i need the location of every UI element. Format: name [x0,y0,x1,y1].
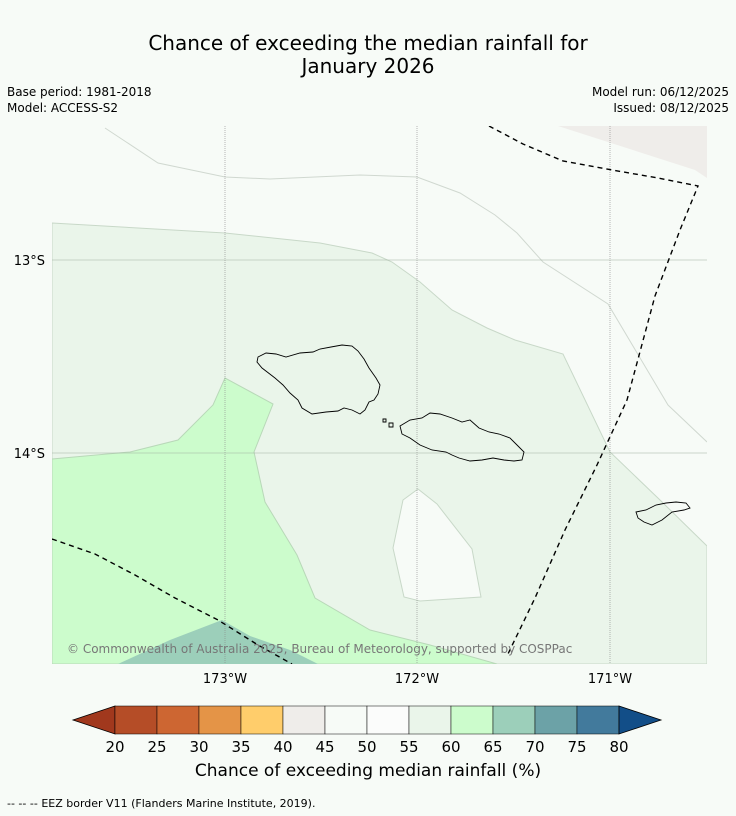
graticule [52,126,707,664]
island-upolu [399,412,525,462]
colorbar-tick: 25 [147,738,166,756]
colorbar-segment [492,705,536,735]
colorbar-tick: 55 [399,738,418,756]
colorbar-tick: 40 [273,738,292,756]
axis-labels: 13°S 14°S 173°W 172°W 171°W [14,254,633,687]
colorbar-arrow-high [618,705,663,735]
colorbar-label: Chance of exceeding median rainfall (%) [194,761,542,781]
colorbar-segment [408,705,452,735]
lon-label: 171°W [588,672,632,687]
eez-legend-marker: -- -- -- [7,797,38,810]
copyright-notice: © Commonwealth of Australia 2025, Bureau… [67,642,572,656]
lon-label: 173°W [203,672,247,687]
colorbar-tick: 30 [189,738,208,756]
model-run: Model run: 06/12/2025 [591,85,729,99]
island-apolima [388,422,394,428]
eez-legend-text: EEZ border V11 (Flanders Marine Institut… [41,797,316,810]
region-40-45 [558,126,707,178]
issued-date: Issued: 08/12/2025 [613,101,729,115]
colorbar-segment [114,705,158,735]
colorbar-tick: 65 [483,738,502,756]
colorbar: 20 25 30 35 40 45 50 55 60 65 70 75 80 [71,705,663,756]
colorbar-tick: 75 [567,738,586,756]
region-65-70 [118,620,318,664]
base-period: Base period: 1981-2018 [7,85,152,99]
model-name: Model: ACCESS-S2 [7,101,119,115]
islands [256,344,691,526]
colorbar-segment [324,705,368,735]
colorbar-tick: 45 [315,738,334,756]
map-title-line2: January 2026 [301,54,435,78]
island-manono [382,418,387,423]
colorbar-segment [534,705,578,735]
colorbar-tick: 35 [231,738,250,756]
colorbar-segment [450,705,494,735]
lat-label: 14°S [14,447,45,462]
colorbar-tick: 80 [609,738,628,756]
colorbar-tick: 70 [525,738,544,756]
colorbar-segment [366,705,410,735]
island-tutuila [635,501,691,526]
colorbar-arrow-low [71,705,116,735]
lat-label: 13°S [14,254,45,269]
colorbar-tick: 60 [441,738,460,756]
region-50-55 [392,488,482,602]
colorbar-segment [282,705,326,735]
map-area: © Commonwealth of Australia 2025, Bureau… [52,126,707,664]
island-savaii [256,344,381,415]
region-60-65 [52,377,498,664]
colorbar-segment [156,705,200,735]
colorbar-segment [576,705,620,735]
eez-border [488,126,699,657]
colorbar-tick: 20 [105,738,124,756]
colorbar-tick: 50 [357,738,376,756]
eez-legend: -- -- -- EEZ border V11 (Flanders Marine… [7,797,315,810]
lon-label: 172°W [395,672,439,687]
eez-border [52,538,293,664]
colorbar-segment [198,705,242,735]
colorbar-segment [240,705,284,735]
map-title-line1: Chance of exceeding the median rainfall … [148,31,588,55]
